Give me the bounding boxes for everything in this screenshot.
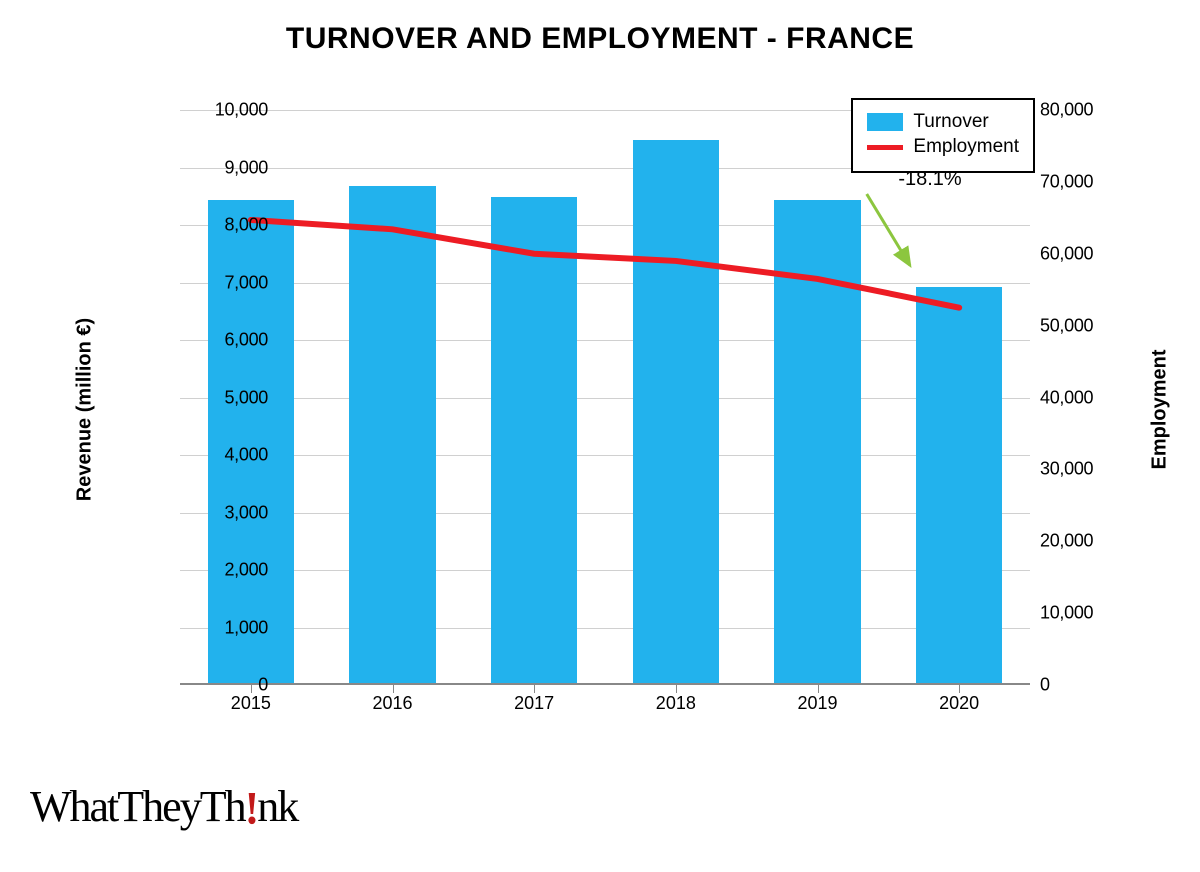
chart-title: TURNOVER AND EMPLOYMENT - FRANCE xyxy=(0,0,1200,56)
y-right-axis-label: Employment xyxy=(1149,349,1172,469)
bar xyxy=(491,197,577,683)
y-left-tick: 2,000 xyxy=(224,560,268,581)
legend-label: Turnover xyxy=(913,111,988,133)
x-tick-mark xyxy=(251,685,252,693)
bar xyxy=(349,186,435,683)
y-right-tick: 50,000 xyxy=(1040,315,1093,336)
grid-line xyxy=(180,340,1030,341)
x-tick-mark xyxy=(393,685,394,693)
x-tick-label: 2017 xyxy=(514,693,554,714)
x-tick-label: 2015 xyxy=(231,693,271,714)
x-tick-label: 2020 xyxy=(939,693,979,714)
annotation-label: -18.1% xyxy=(898,168,961,191)
y-left-tick: 6,000 xyxy=(224,330,268,351)
x-tick-label: 2018 xyxy=(656,693,696,714)
y-left-tick: 7,000 xyxy=(224,272,268,293)
x-tick-mark xyxy=(818,685,819,693)
grid-line xyxy=(180,283,1030,284)
brand-logo: WhatTheyTh!nk xyxy=(30,781,297,832)
legend-label: Employment xyxy=(913,136,1019,158)
y-right-tick: 10,000 xyxy=(1040,603,1093,624)
logo-text-before: WhatTheyTh xyxy=(30,782,245,831)
logo-text-after: nk xyxy=(257,782,297,831)
logo-exclaim-icon: ! xyxy=(245,782,258,836)
y-right-tick: 60,000 xyxy=(1040,243,1093,264)
grid-line xyxy=(180,570,1030,571)
plot-region xyxy=(180,110,1030,685)
grid-line xyxy=(180,513,1030,514)
y-left-axis-label: Revenue (million €) xyxy=(74,318,97,501)
grid-line xyxy=(180,455,1030,456)
legend: Turnover Employment xyxy=(851,98,1035,173)
y-left-tick: 4,000 xyxy=(224,445,268,466)
bar xyxy=(774,200,860,683)
x-tick-mark xyxy=(676,685,677,693)
x-tick-label: 2019 xyxy=(797,693,837,714)
legend-item-employment: Employment xyxy=(867,136,1019,158)
y-right-tick: 20,000 xyxy=(1040,531,1093,552)
legend-item-turnover: Turnover xyxy=(867,111,1019,133)
legend-line-swatch xyxy=(867,145,903,150)
grid-line xyxy=(180,628,1030,629)
y-right-tick: 40,000 xyxy=(1040,387,1093,408)
y-left-tick: 9,000 xyxy=(224,157,268,178)
y-left-tick: 8,000 xyxy=(224,215,268,236)
x-tick-mark xyxy=(959,685,960,693)
y-left-tick: 3,000 xyxy=(224,502,268,523)
y-left-tick: 1,000 xyxy=(224,617,268,638)
x-tick-mark xyxy=(534,685,535,693)
bar xyxy=(633,140,719,683)
x-tick-label: 2016 xyxy=(372,693,412,714)
y-right-tick: 30,000 xyxy=(1040,459,1093,480)
y-right-tick: 0 xyxy=(1040,675,1050,696)
y-right-tick: 80,000 xyxy=(1040,100,1093,121)
grid-line xyxy=(180,398,1030,399)
chart-area: 0 1,000 2,000 3,000 4,000 5,000 6,000 7,000 8,00… xyxy=(130,98,1080,723)
y-left-tick: 10,000 xyxy=(215,100,268,121)
y-left-tick: 5,000 xyxy=(224,387,268,408)
bar xyxy=(916,287,1002,683)
y-right-tick: 70,000 xyxy=(1040,171,1093,192)
grid-line xyxy=(180,225,1030,226)
legend-swatch xyxy=(867,113,903,131)
